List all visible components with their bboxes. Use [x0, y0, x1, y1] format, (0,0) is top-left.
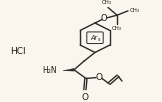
- Text: O: O: [96, 73, 103, 82]
- Text: H₂N: H₂N: [42, 66, 57, 75]
- Text: Ar: Ar: [90, 35, 98, 41]
- Text: O: O: [101, 14, 107, 23]
- Text: O: O: [81, 93, 88, 102]
- Text: HCl: HCl: [10, 47, 26, 56]
- Text: CH₃: CH₃: [112, 27, 122, 32]
- Text: CH₃: CH₃: [102, 0, 112, 5]
- FancyBboxPatch shape: [87, 32, 103, 44]
- Polygon shape: [63, 69, 74, 71]
- Text: s: s: [98, 37, 100, 42]
- Text: CH₃: CH₃: [130, 8, 140, 13]
